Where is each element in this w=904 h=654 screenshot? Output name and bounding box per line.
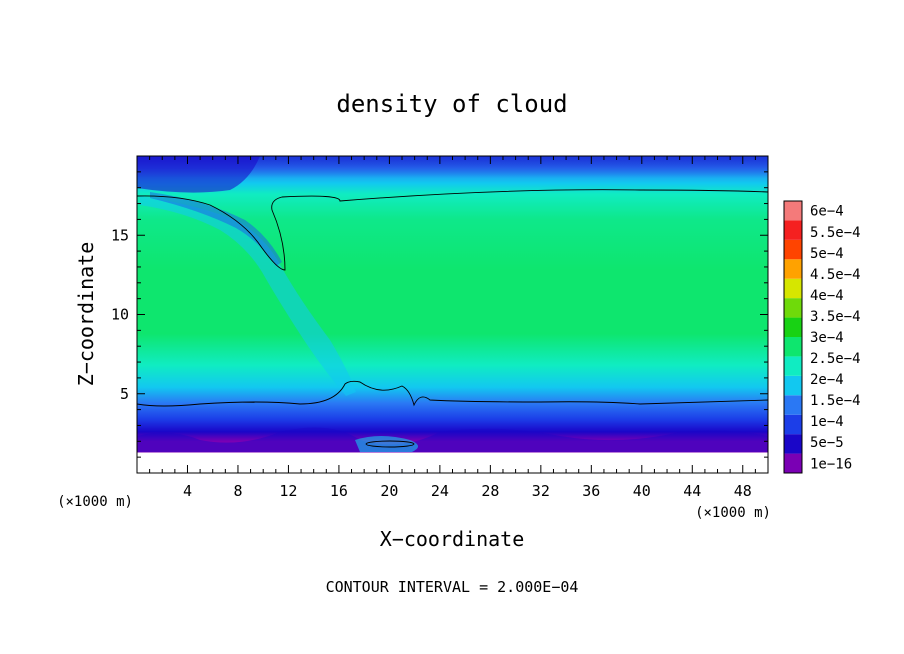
x-tick-label: 4	[183, 482, 192, 500]
x-tick-label: 24	[431, 482, 449, 500]
x-tick-label: 48	[734, 482, 752, 500]
colorbar-label: 3e−4	[810, 330, 844, 346]
y-axis-label: Z−coordinate	[74, 242, 98, 387]
colorbar-label: 5e−5	[810, 435, 844, 451]
colorbar-swatch	[784, 278, 802, 299]
x-unit-label: (×1000 m)	[57, 494, 133, 510]
field-bottom-wisps	[137, 427, 768, 452]
colorbar-label: 2e−4	[810, 372, 844, 388]
colorbar-label: 1e−16	[810, 456, 852, 472]
x-tick-label: 20	[380, 482, 398, 500]
field-top-band	[137, 156, 768, 178]
y-tick-label: 5	[120, 385, 129, 403]
colorbar-swatch	[784, 375, 802, 396]
colorbar-swatch	[784, 317, 802, 337]
colorbar-swatch	[784, 337, 802, 357]
field-bump	[355, 436, 419, 452]
colorbar-label: 5e−4	[810, 246, 844, 262]
y-tick-label: 15	[111, 226, 129, 244]
contour-upper	[137, 189, 768, 271]
x-tick-label: 32	[532, 482, 550, 500]
colorbar-label: 1e−4	[810, 414, 844, 430]
colorbar-swatch	[784, 298, 802, 318]
contour-lower	[137, 380, 768, 407]
colorbar-swatch	[784, 395, 802, 415]
chart-title: density of cloud	[336, 90, 567, 118]
x-tick-label: 16	[330, 482, 348, 500]
field-corner-low	[137, 156, 260, 193]
y-axis-ticks: 5 10 15	[111, 171, 768, 458]
colorbar-label: 4.5e−4	[810, 267, 861, 283]
field-base	[137, 156, 768, 473]
y-tick-label: 10	[111, 306, 129, 324]
colorbar-frame	[783, 200, 803, 474]
colorbar-label: 2.5e−4	[810, 351, 861, 367]
colorbar-swatch	[784, 414, 802, 435]
colorbar-label: 4e−4	[810, 288, 844, 304]
colorbar-swatch	[784, 220, 802, 240]
contour-small	[365, 440, 415, 448]
colorbar-label: 5.5e−4	[810, 225, 861, 241]
contour-interval-note: CONTOUR INTERVAL = 2.000E−04	[326, 578, 579, 596]
x-tick-label: 40	[633, 482, 651, 500]
colorbar-swatch	[784, 239, 802, 260]
x-tick-label: 12	[279, 482, 297, 500]
colorbar-swatch	[784, 201, 802, 221]
colorbar-label: 1.5e−4	[810, 393, 861, 409]
x-tick-label: 8	[233, 482, 242, 500]
colorbar-label: 6e−4	[810, 204, 844, 220]
heatmap-field	[137, 156, 768, 473]
colorbar-swatch	[784, 356, 802, 376]
x-tick-label: 28	[481, 482, 499, 500]
colorbar-swatch	[784, 434, 802, 454]
field-plume-core	[150, 192, 282, 266]
colorbar: 1e−16 5e−5 1e−4 1.5e−4 2e−4 2.5e−4 3e−4 3.5e−4 4…	[783, 200, 861, 474]
x-axis-label: X−coordinate	[380, 527, 525, 551]
x-axis-ticks: 4 8 12 16 20 24 28 32 36 40 44 48	[149, 156, 756, 500]
x-tick-label: 44	[683, 482, 701, 500]
colorbar-swatch	[784, 453, 802, 473]
colorbar-label: 3.5e−4	[810, 309, 861, 325]
colorbar-swatch	[784, 259, 802, 279]
y-unit-label: (×1000 m)	[695, 505, 771, 521]
x-tick-label: 36	[582, 482, 600, 500]
